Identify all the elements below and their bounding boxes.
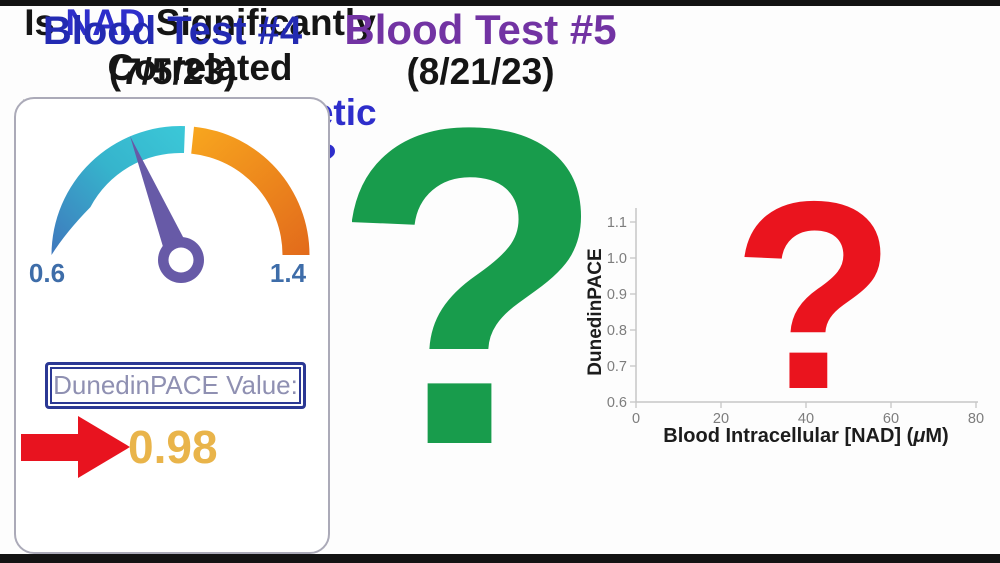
question-title-line-2: Correlated: [107, 47, 293, 88]
nad-scatter-chart: 1.1 1.0 0.9 0.8 0.7 0.6 0 20 40 60 80 Du…: [585, 208, 984, 447]
dunedinpace-value-box: DunedinPACE Value:: [45, 362, 306, 409]
svg-text:?: ?: [352, 100, 587, 450]
red-arrow-icon: [21, 416, 130, 478]
y-tick-label: 0.8: [607, 323, 627, 339]
blood-test-4-date: (7/5/23): [108, 51, 237, 92]
x-tick-label: 80: [968, 411, 984, 427]
y-tick-label: 0.6: [607, 395, 627, 411]
dunedinpace-value-label: DunedinPACE Value:: [53, 370, 298, 400]
svg-text:?: ?: [742, 183, 887, 398]
y-tick-label: 1.0: [607, 251, 627, 267]
y-axis-title: DunedinPACE: [585, 248, 606, 375]
x-tick-label: 60: [883, 411, 899, 427]
green-question-mark: ?: [352, 100, 587, 450]
y-tick-label: 0.9: [607, 287, 627, 303]
y-tick-label: 1.1: [607, 215, 627, 231]
question-title-line-1: Is NAD Significantly: [24, 2, 376, 43]
x-axis-title: Blood Intracellular [NAD] (μM): [663, 425, 948, 447]
gauge-needle-icon: [130, 136, 193, 265]
dunedinpace-gauge-chart: 0.6 1.4: [29, 126, 310, 288]
gauge-min-label: 0.6: [29, 258, 65, 288]
y-tick-label: 0.7: [607, 359, 627, 375]
blood-test-5-title: Blood Test #5: [344, 6, 617, 53]
x-tick-label: 0: [632, 411, 640, 427]
x-tick-label: 20: [713, 411, 729, 427]
x-tick-label: 40: [798, 411, 814, 427]
dunedinpace-value: 0.98: [128, 421, 218, 473]
gauge-arc-low-segment: [51, 126, 185, 255]
letterbox-bottom-bar: [0, 554, 1000, 563]
blood-test-4-title: Blood Test #4: [42, 9, 303, 53]
letterbox-top-bar: [0, 0, 1000, 6]
gauge-card: 0.6 1.4 DunedinPACE Value: 0.98: [14, 97, 330, 554]
nad-highlight: NAD: [65, 2, 146, 43]
gauge-needle-hub-hole: [168, 247, 194, 273]
gauge-max-label: 1.4: [270, 258, 307, 288]
blood-test-5-date: (8/21/23): [406, 51, 555, 92]
gauge-arc-high-segment: [191, 126, 310, 255]
red-question-mark: ?: [742, 183, 887, 398]
